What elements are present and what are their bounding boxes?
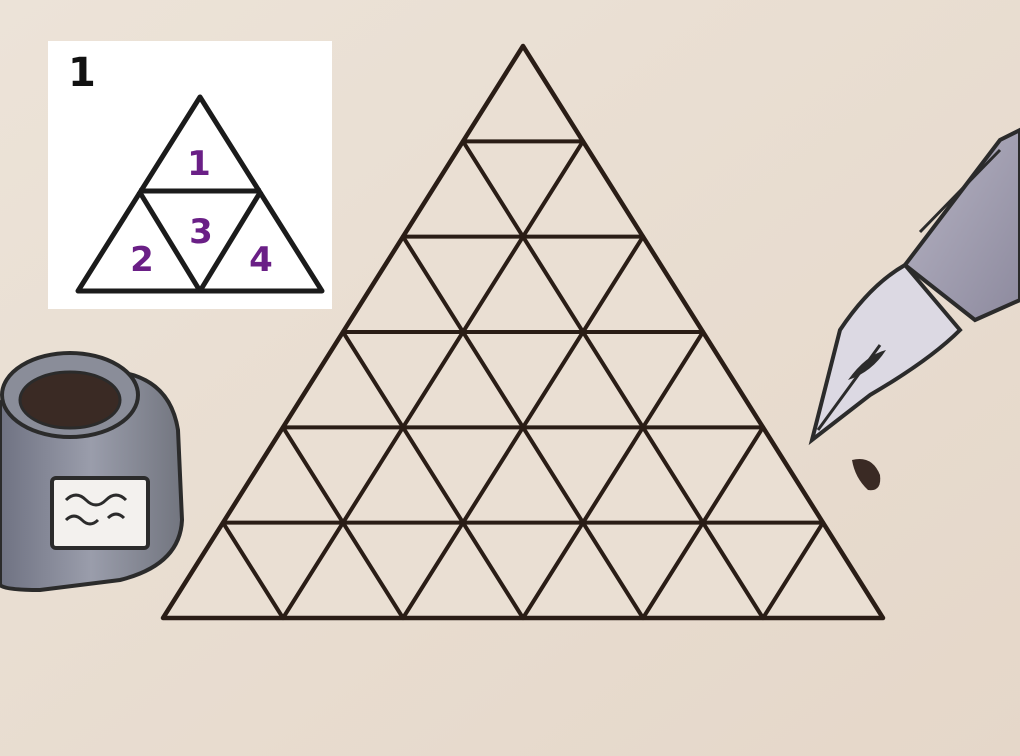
example-triangle: 1 2 3 4	[75, 94, 325, 294]
ink-bottle-icon	[0, 351, 185, 593]
region-label-2: 2	[130, 240, 154, 280]
triangle-puzzle	[160, 43, 886, 621]
region-label-4: 4	[249, 240, 273, 280]
puzzle-diagonal-line	[521, 330, 705, 620]
puzzle-diagonal-line	[401, 234, 645, 620]
puzzle-diagonal-line	[641, 425, 765, 620]
puzzle-diagonal-line	[461, 139, 765, 620]
example-card: 1 2 3 4 1	[48, 41, 332, 309]
puzzle-diagonal-line	[761, 520, 825, 620]
region-label-3: 3	[189, 212, 213, 252]
example-number: 1	[68, 50, 96, 96]
puzzle-diagonal-line	[281, 139, 585, 620]
puzzle-diagonal-line	[341, 330, 525, 620]
region-label-1: 1	[187, 144, 211, 184]
puzzle-diagonal-line	[221, 520, 285, 620]
fountain-pen-icon	[808, 127, 1020, 491]
